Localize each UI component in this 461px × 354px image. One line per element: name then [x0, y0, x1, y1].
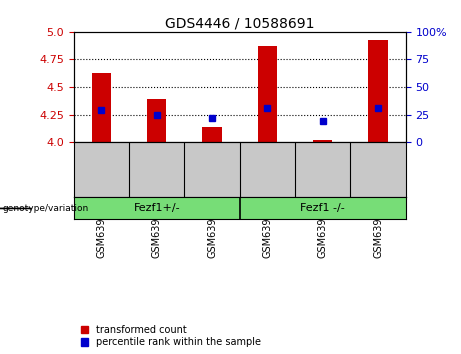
Text: genotype/variation: genotype/variation: [2, 204, 89, 213]
Text: Fezf1 -/-: Fezf1 -/-: [300, 204, 345, 213]
Bar: [313, 140, 332, 142]
Legend: transformed count, percentile rank within the sample: transformed count, percentile rank withi…: [79, 323, 263, 349]
Bar: [92, 73, 111, 142]
Bar: [258, 46, 277, 142]
Bar: [202, 127, 222, 142]
Title: GDS4446 / 10588691: GDS4446 / 10588691: [165, 17, 314, 31]
Bar: [147, 99, 166, 142]
Bar: [368, 40, 388, 142]
Text: Fezf1+/-: Fezf1+/-: [133, 204, 180, 213]
